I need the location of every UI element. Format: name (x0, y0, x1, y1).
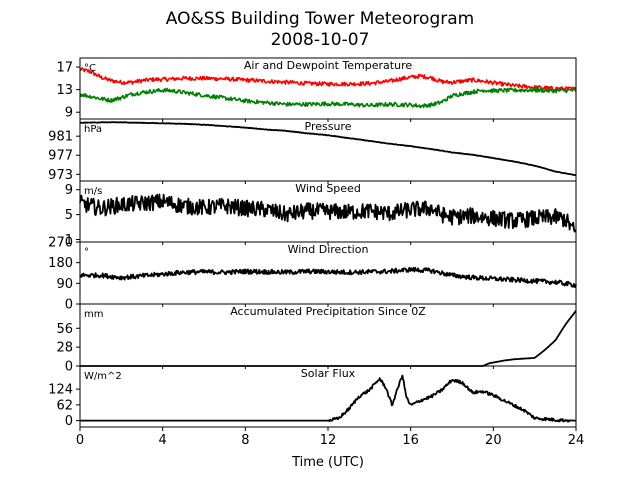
panel-unit: mm (84, 309, 103, 320)
panel-unit: °C (84, 63, 96, 74)
y-tick-label: 9 (65, 183, 73, 198)
panel-title: Pressure (305, 120, 352, 133)
panel-unit: W/m^2 (84, 371, 122, 382)
panel-title: Wind Speed (295, 182, 361, 195)
y-tick-label: 13 (56, 83, 73, 98)
y-tick-label: 17 (56, 61, 73, 76)
y-tick-label: 1 (65, 233, 73, 248)
series-line-6-1 (79, 374, 577, 423)
x-tick-label: 8 (241, 433, 249, 448)
panel-1: 9 13 17 Air and Dewpoint Temperature °C (56, 57, 577, 122)
y-tick-label: 56 (56, 322, 73, 337)
x-tick-label: 4 (159, 433, 167, 448)
y-tick-label: 0 (65, 414, 73, 429)
y-tick-label: 981 (48, 130, 73, 145)
x-axis-label: Time (UTC) (291, 455, 364, 470)
y-tick-label: 124 (48, 383, 73, 398)
panel-title: Accumulated Precipitation Since 0Z (230, 305, 426, 318)
y-tick-label: 0 (65, 360, 73, 375)
panel-unit: ° (84, 247, 89, 258)
panel-2: 973 977 981 Pressure hPa (48, 118, 577, 184)
y-tick-label: 28 (56, 341, 73, 356)
x-tick-label: 24 (568, 433, 585, 448)
x-tick-label: 16 (402, 433, 419, 448)
panel-3: 1 5 9 Wind Speed m/s (65, 180, 577, 248)
y-tick-label: 5 (65, 208, 73, 223)
figure-title-line1: AO&SS Building Tower Meteorogram (166, 9, 474, 29)
panel-5: 0 28 56 Accumulated Precipitation Since 0Z m… (56, 303, 577, 375)
panel-title: Air and Dewpoint Temperature (244, 59, 412, 72)
x-tick-label: 20 (485, 433, 502, 448)
figure-title-line2: 2008-10-07 (271, 30, 370, 50)
series-line-4-1 (79, 266, 577, 288)
series-line-5-1 (79, 310, 577, 367)
y-tick-label: 9 (65, 106, 73, 121)
series-line-2-1 (79, 121, 577, 177)
panel-unit: m/s (84, 186, 102, 197)
panel-title: Solar Flux (301, 367, 356, 380)
y-tick-label: 180 (48, 256, 73, 271)
panel-4: 0 90 180 270 Wind Direction ° (48, 236, 577, 313)
y-tick-label: 62 (56, 398, 73, 413)
y-tick-label: 90 (56, 277, 73, 292)
panel-unit: hPa (84, 124, 102, 135)
series-line-1-1 (79, 67, 577, 92)
y-tick-label: 270 (48, 236, 73, 251)
series-line-1-2 (79, 87, 577, 109)
y-tick-label: 973 (48, 168, 73, 183)
y-tick-label: 977 (48, 149, 73, 164)
x-axis: 0 4 8 12 16 20 24 (76, 433, 584, 448)
y-tick-label: 0 (65, 298, 73, 313)
panel-title: Wind Direction (288, 243, 369, 256)
x-tick-label: 12 (320, 433, 337, 448)
x-tick-label: 0 (76, 433, 84, 448)
series-line-3-1 (79, 193, 577, 233)
